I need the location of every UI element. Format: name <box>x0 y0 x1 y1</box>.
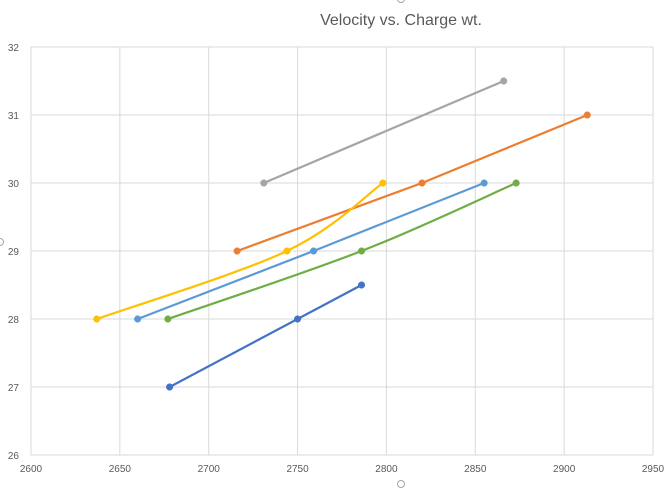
series-line <box>262 79 505 185</box>
data-point <box>357 247 366 255</box>
data-point <box>93 315 101 323</box>
y-tick-label: 26 <box>8 451 20 462</box>
data-point <box>583 111 591 119</box>
data-point <box>512 179 520 187</box>
y-tick-label: 30 <box>8 179 20 190</box>
y-tick-label: 27 <box>8 383 20 394</box>
data-point <box>480 179 488 187</box>
data-point <box>310 247 318 255</box>
y-tick-label: 32 <box>8 43 20 54</box>
data-point <box>500 77 508 85</box>
data-point <box>260 179 268 187</box>
data-point <box>357 281 366 289</box>
plot-series <box>93 77 591 391</box>
series-6 <box>164 179 520 323</box>
data-point <box>418 179 426 187</box>
y-tick-label: 28 <box>8 315 20 326</box>
series-3 <box>260 77 508 187</box>
x-tick-label: 2700 <box>198 464 221 475</box>
x-tick-label: 2850 <box>464 464 487 475</box>
data-point <box>164 315 172 323</box>
data-point <box>294 315 302 323</box>
grid <box>30 46 654 456</box>
series-5 <box>134 179 488 323</box>
x-tick-label: 2900 <box>553 464 576 475</box>
series-line <box>168 283 363 389</box>
resize-handle-bottom[interactable] <box>397 480 405 488</box>
series-2 <box>233 111 591 255</box>
chart-title: Velocity vs. Charge wt. <box>320 12 482 29</box>
data-point <box>134 315 142 323</box>
x-tick-label: 2600 <box>20 464 43 475</box>
data-point <box>379 179 387 187</box>
data-point <box>166 383 174 391</box>
data-point <box>283 247 291 255</box>
data-point <box>233 247 241 255</box>
y-tick-label: 29 <box>8 247 20 258</box>
y-tick-label: 31 <box>8 111 20 122</box>
tick-labels: 2600 2650 2700 2750 2800 2850 2900 2950 26 27 28 29… <box>8 43 665 475</box>
series-line <box>95 181 384 321</box>
x-tick-label: 2800 <box>375 464 398 475</box>
series-1 <box>166 281 366 391</box>
x-tick-label: 2650 <box>109 464 132 475</box>
x-tick-label: 2950 <box>642 464 665 475</box>
x-tick-label: 2750 <box>286 464 309 475</box>
series-4 <box>93 179 387 323</box>
